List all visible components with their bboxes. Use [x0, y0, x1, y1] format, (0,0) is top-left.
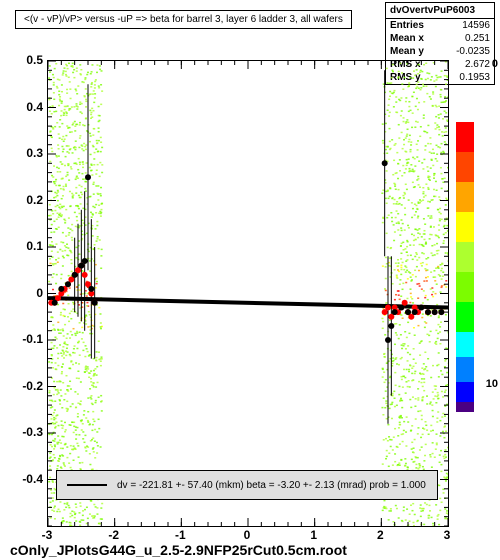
colorbar-segment	[456, 382, 474, 402]
y-tick: 0.5	[3, 53, 43, 67]
y-tick: 0.1	[3, 239, 43, 253]
fit-text: dv = -221.81 +- 57.40 (mkm) beta = -3.20…	[117, 480, 426, 491]
stats-label: Mean x	[390, 33, 424, 44]
stats-value: 14596	[462, 20, 490, 31]
plot-title: <(v - vP)/vP> versus -uP => beta for bar…	[15, 10, 352, 29]
colorbar-segment	[456, 402, 474, 412]
y-tick: 0.4	[3, 100, 43, 114]
stats-value: -0.0235	[456, 46, 490, 57]
colorbar-segment	[456, 272, 474, 302]
plot-area	[47, 60, 449, 527]
stats-label: Mean y	[390, 46, 424, 57]
stats-value: 0.1953	[459, 72, 490, 83]
y-tick: -0.1	[3, 332, 43, 346]
stats-value: 2.672	[465, 59, 490, 70]
colorbar-segment	[456, 302, 474, 332]
colorbar-segment	[456, 332, 474, 357]
y-tick: 0.3	[3, 146, 43, 160]
x-tick: 2	[377, 528, 384, 542]
stats-header: dvOvertvPuP6003	[386, 3, 494, 19]
stats-row: Mean y -0.0235	[386, 45, 494, 58]
x-tick: -3	[42, 528, 53, 542]
colorbar-label: 0	[492, 58, 498, 70]
x-tick: 1	[310, 528, 317, 542]
stats-label: Entries	[390, 20, 424, 31]
y-tick: 0.2	[3, 193, 43, 207]
colorbar-label: 10	[486, 378, 498, 390]
colorbar-segment	[456, 242, 474, 272]
x-tick: 3	[444, 528, 451, 542]
colorbar-segment	[456, 182, 474, 212]
colorbar-segment	[456, 152, 474, 182]
fit-line-legend	[67, 484, 107, 486]
y-tick: -0.3	[3, 425, 43, 439]
colorbar-segment	[456, 357, 474, 382]
x-tick: -2	[108, 528, 119, 542]
y-tick: -0.4	[3, 472, 43, 486]
stats-row: Entries 14596	[386, 19, 494, 32]
colorbar-segment	[456, 122, 474, 152]
stats-row: Mean x 0.251	[386, 32, 494, 45]
stats-value: 0.251	[465, 33, 490, 44]
y-tick: 0	[3, 286, 43, 300]
colorbar-segment	[456, 212, 474, 242]
y-tick: -0.2	[3, 379, 43, 393]
x-tick: -1	[175, 528, 186, 542]
plot-canvas	[48, 61, 448, 526]
x-tick: 0	[244, 528, 251, 542]
footer-filename: cOnly_JPlotsG44G_u_2.5-2.9NFP25rCut0.5cm…	[10, 542, 347, 558]
fit-result-box: dv = -221.81 +- 57.40 (mkm) beta = -3.20…	[56, 470, 438, 500]
colorbar	[456, 122, 474, 412]
